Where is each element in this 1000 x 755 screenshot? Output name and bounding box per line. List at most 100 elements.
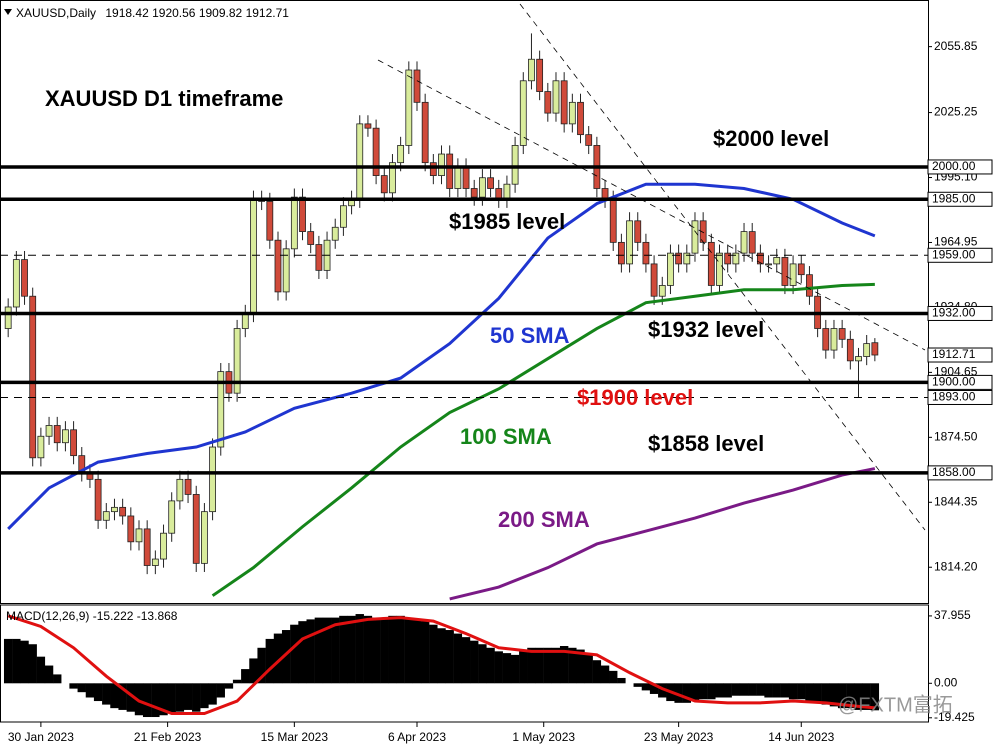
candle-body xyxy=(462,166,470,189)
x-tick-label: 23 May 2023 xyxy=(644,730,714,744)
candle-body xyxy=(380,175,388,194)
level-box xyxy=(927,159,993,175)
candle-body xyxy=(707,241,715,286)
annotation: $1900 level xyxy=(577,385,693,410)
macd-bar xyxy=(519,651,528,684)
macd-bar xyxy=(314,617,324,684)
macd-bar xyxy=(510,654,520,684)
macd-bar xyxy=(355,614,364,684)
level-box xyxy=(927,247,993,263)
macd-bar xyxy=(159,683,168,716)
candle-body xyxy=(160,532,167,560)
sma-label: 200 SMA xyxy=(498,507,590,532)
candle-body xyxy=(282,248,290,293)
y-tick-label: 1874.50 xyxy=(934,430,978,444)
candle-body xyxy=(830,328,838,351)
x-tick-label: 15 Mar 2023 xyxy=(261,730,329,744)
candle-body xyxy=(413,69,421,103)
macd-bar xyxy=(658,683,667,698)
candle-body xyxy=(62,429,69,444)
macd-bar xyxy=(837,683,847,709)
macd-bar xyxy=(772,683,781,698)
macd-bar xyxy=(780,683,790,698)
y-tick-label: 2025.25 xyxy=(934,105,978,119)
sma-line xyxy=(7,182,876,530)
macd-bar xyxy=(584,653,593,684)
macd-bar xyxy=(347,615,356,684)
candle-body xyxy=(192,494,200,564)
candle-body xyxy=(356,123,364,200)
macd-bar xyxy=(151,683,160,718)
macd-tick-label: 0.00 xyxy=(934,675,958,689)
macd-bar xyxy=(543,647,553,684)
macd-bar xyxy=(216,683,225,698)
watermark: @FXTM富拓 xyxy=(838,693,953,716)
candle-body xyxy=(233,328,241,394)
macd-bar xyxy=(821,683,830,705)
macd-bar xyxy=(829,683,839,707)
macd-bar xyxy=(715,683,724,698)
candle-body xyxy=(29,295,37,459)
candle-body xyxy=(863,343,871,357)
macd-bar xyxy=(748,683,757,696)
candle-body xyxy=(487,177,494,189)
price-panel: 2055.852025.251995.101964.951934.801904.… xyxy=(0,0,993,744)
x-tick-label: 30 Jan 2023 xyxy=(8,730,74,744)
candle-body xyxy=(511,145,519,185)
candle-body xyxy=(111,506,118,513)
macd-bar xyxy=(609,670,618,684)
candle-body xyxy=(683,252,691,265)
macd-bar xyxy=(110,683,119,709)
macd-bar xyxy=(453,633,463,684)
candle-body xyxy=(454,166,462,189)
macd-title: MACD(12,26,9) xyxy=(6,609,89,623)
candle-body xyxy=(675,252,683,265)
macd-bar xyxy=(551,647,561,684)
macd-bar xyxy=(617,677,626,684)
candle-body xyxy=(184,478,192,495)
x-tick-label: 14 Jun 2023 xyxy=(768,730,834,744)
candle-body xyxy=(797,263,805,276)
candle-body xyxy=(217,371,225,448)
macd-bar xyxy=(788,683,798,700)
candle-body xyxy=(789,263,797,286)
macd-bar xyxy=(527,647,536,684)
candle-body xyxy=(568,101,576,125)
macd-header: MACD(12,26,9) -15.222 -13.868 xyxy=(6,609,178,623)
macd-bar xyxy=(363,615,373,684)
level-box xyxy=(927,374,993,390)
macd-bar xyxy=(862,683,871,710)
candle-body xyxy=(429,162,437,176)
candle-body xyxy=(315,244,323,271)
candle-body xyxy=(585,134,593,146)
candle-body xyxy=(397,145,405,164)
candle-body xyxy=(372,127,380,176)
candle-body xyxy=(119,506,127,517)
candle-body xyxy=(168,500,176,534)
price-box xyxy=(927,347,993,363)
macd-bar xyxy=(388,615,397,684)
annotation: $1985 level xyxy=(449,209,565,234)
candle-body xyxy=(724,252,732,265)
macd-bar xyxy=(412,619,422,684)
candle-body xyxy=(45,425,53,437)
macd-bar xyxy=(175,683,185,712)
header-open: 1918.42 xyxy=(105,6,149,20)
candle-body xyxy=(201,511,208,564)
signal-line xyxy=(7,614,875,715)
sma-line xyxy=(449,467,876,601)
candle-body xyxy=(634,220,642,243)
macd-bar xyxy=(142,683,152,718)
level-label: 1893.00 xyxy=(932,390,976,404)
candle-body xyxy=(53,425,61,444)
macd-bar xyxy=(723,683,732,698)
macd-bar xyxy=(437,628,446,684)
header-low: 1909.82 xyxy=(199,6,243,20)
macd-bar xyxy=(298,621,307,684)
candle-body xyxy=(438,153,445,176)
macd-bar xyxy=(44,665,54,684)
macd-bar xyxy=(85,683,95,698)
candle-body xyxy=(667,252,674,286)
candle-body xyxy=(609,198,617,243)
